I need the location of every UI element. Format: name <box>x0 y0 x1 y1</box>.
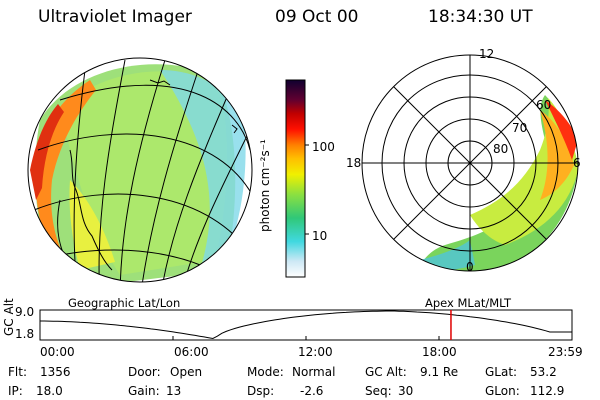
info-glon-key: GLon: <box>485 384 520 398</box>
info-flt-value: 1356 <box>40 365 71 379</box>
mlat-label-80: 80 <box>493 142 509 156</box>
colorbar-unit-label: photon cm⁻²s⁻¹ <box>258 139 272 232</box>
polar-plot <box>361 54 579 272</box>
orbit-x-tick-2359: 23:59 <box>548 345 583 359</box>
info-door-key: Door: <box>128 365 161 379</box>
mlt-label-0: 0 <box>466 260 474 274</box>
info-dsp-key: Dsp: <box>247 384 275 398</box>
info-flt-key: Flt: <box>8 365 27 379</box>
info-seq-key: Seq: <box>365 384 392 398</box>
info-glat-value: 53.2 <box>530 365 557 379</box>
info-mode-value: Normal <box>292 365 336 379</box>
apex-label: Apex MLat/MLT <box>425 296 512 310</box>
time-label: 18:34:30 UT <box>428 7 533 27</box>
orbit-x-tick-1200: 12:00 <box>298 345 333 359</box>
info-dsp-value: -2.6 <box>300 384 324 398</box>
mlat-label-60: 60 <box>536 98 552 112</box>
orbit-plot <box>39 309 573 341</box>
orbit-axis-title: GC Alt <box>2 298 16 336</box>
colorbar <box>285 79 309 278</box>
mlt-label-12: 12 <box>479 47 495 61</box>
info-seq-value: 30 <box>398 384 414 398</box>
info-gcalt-key: GC Alt: <box>365 365 407 379</box>
info-gain-key: Gain: <box>128 384 160 398</box>
info-gcalt-value: 9.1 Re <box>420 365 459 379</box>
geographic-label: Geographic Lat/Lon <box>68 296 181 310</box>
info-glat-key: GLat: <box>485 365 518 379</box>
instrument-title: Ultraviolet Imager <box>38 7 192 27</box>
mlt-label-6: 6 <box>573 156 581 170</box>
mlt-label-18: 18 <box>346 156 362 170</box>
info-ip-key: IP: <box>8 384 23 398</box>
info-glon-value: 112.9 <box>530 384 565 398</box>
orbit-x-tick-0600: 06:00 <box>174 345 209 359</box>
orbit-y-tick-min: 1.8 <box>15 327 35 341</box>
geographic-map <box>28 58 252 282</box>
orbit-x-tick-1800: 18:00 <box>422 345 457 359</box>
orbit-x-tick-0000: 00:00 <box>40 345 75 359</box>
date-label: 09 Oct 00 <box>275 7 359 27</box>
info-door-value: Open <box>170 365 203 379</box>
info-mode-key: Mode: <box>247 365 284 379</box>
info-gain-value: 13 <box>166 384 182 398</box>
mlat-label-70: 70 <box>512 121 528 135</box>
colorbar-tick-100: 100 <box>312 140 335 154</box>
orbit-y-tick-max: 9.0 <box>15 305 35 319</box>
colorbar-tick-10: 10 <box>312 229 328 243</box>
info-ip-value: 18.0 <box>36 384 63 398</box>
